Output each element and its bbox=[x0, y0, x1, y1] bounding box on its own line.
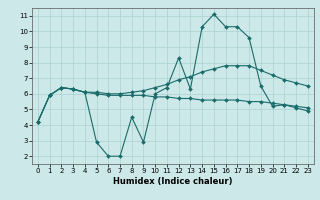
X-axis label: Humidex (Indice chaleur): Humidex (Indice chaleur) bbox=[113, 177, 233, 186]
